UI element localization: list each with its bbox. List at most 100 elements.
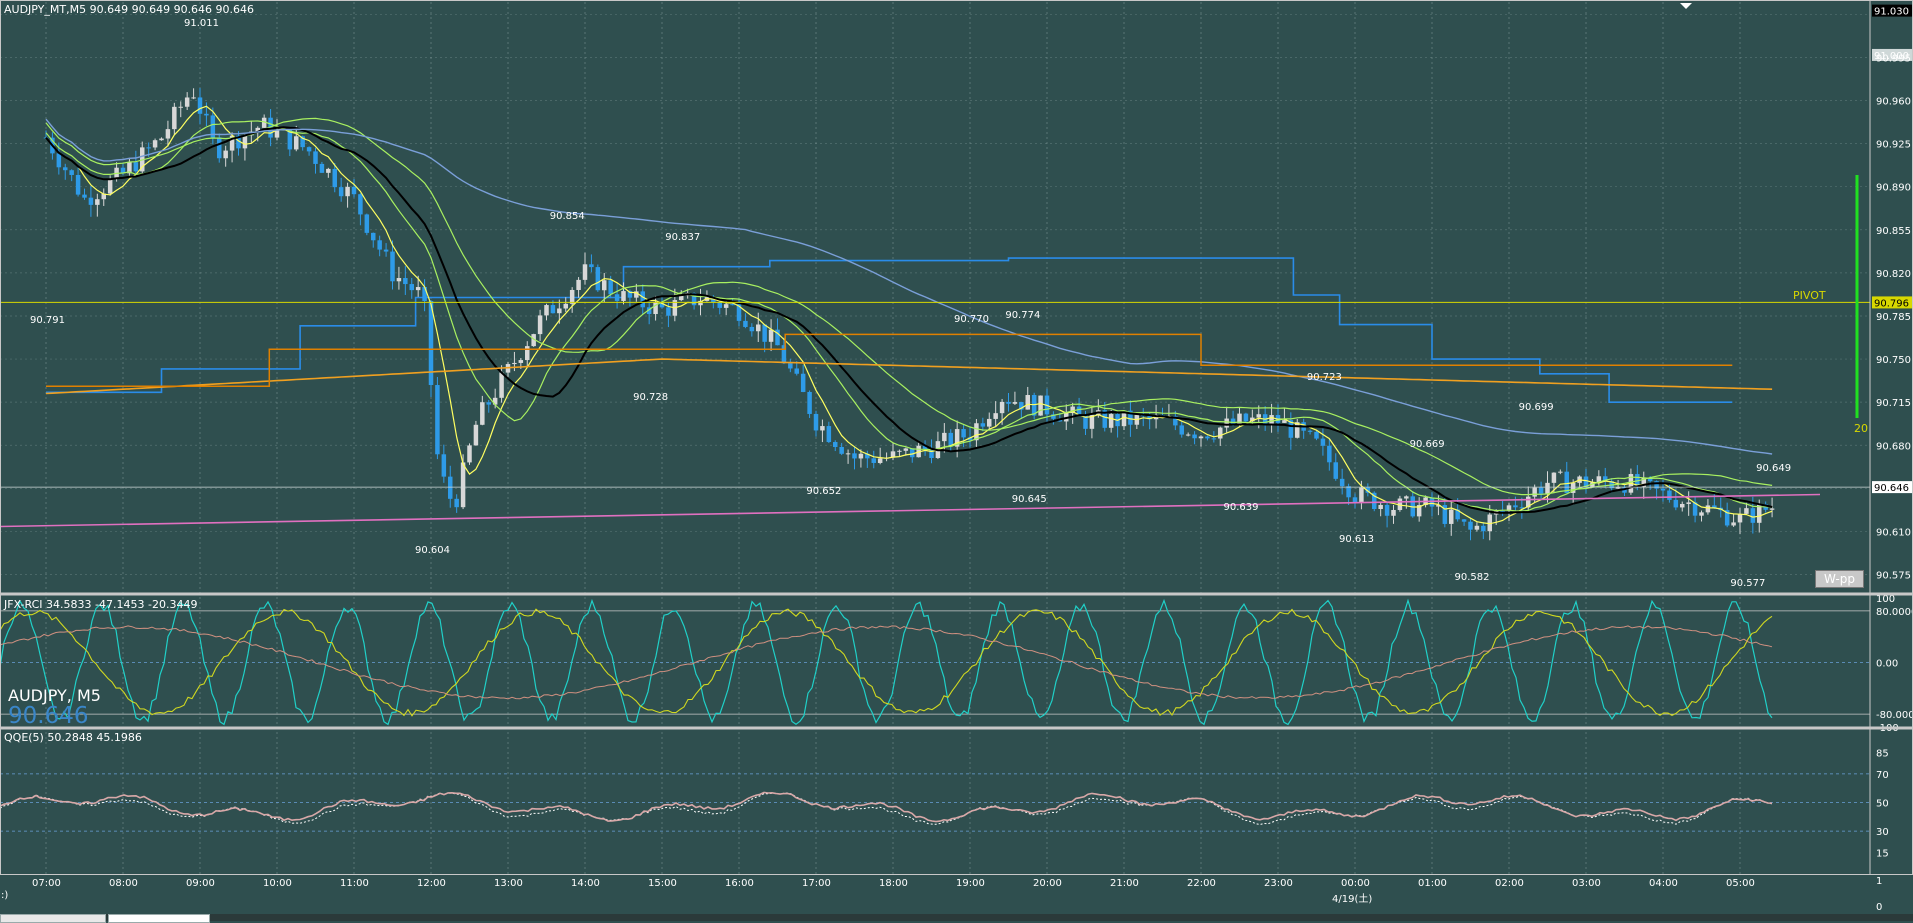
candle-body [557, 308, 562, 314]
candle-body [910, 448, 915, 458]
candle-body [236, 135, 241, 149]
ma-pink-line [0, 493, 1821, 528]
candle-body [653, 302, 658, 315]
candle-body [614, 294, 620, 301]
candle-body [544, 305, 549, 316]
candle-body [1365, 487, 1371, 493]
time-axis-label: 23:00 [1264, 878, 1293, 889]
bottom-axis-label: 0 [1876, 902, 1882, 913]
candle-body [961, 429, 966, 438]
symbol-header: AUDJPY_MT,M5 90.649 90.649 90.646 90.646 [4, 3, 255, 16]
candle-body [75, 174, 81, 195]
candle-body [736, 304, 742, 321]
price-annotation: 90.649 [1756, 463, 1792, 475]
candle-body [1051, 414, 1056, 419]
candle-body [229, 135, 235, 151]
price-annotation: 90.770 [954, 314, 989, 326]
price-axis-label: 90.890 [1876, 183, 1911, 194]
candle-body [274, 129, 280, 138]
candle-body [569, 289, 575, 304]
rci-short-line [0, 598, 1773, 726]
time-axis-label: 08:00 [109, 878, 138, 889]
price-annotation: 90.577 [1730, 578, 1766, 590]
candle-body [1757, 504, 1762, 523]
candle-body [107, 178, 113, 194]
price-annotation: 90.582 [1454, 571, 1490, 583]
candle-body [358, 194, 363, 215]
rci-axis-label: 100 [1876, 594, 1895, 605]
candle-body [1654, 481, 1659, 489]
candle-body [826, 426, 832, 443]
time-axis-label: 13:00 [494, 878, 523, 889]
candle-body [473, 424, 479, 446]
candle-body [1397, 498, 1403, 510]
candle-body [1660, 488, 1666, 491]
candle-body [1352, 497, 1358, 503]
candle-body [127, 162, 132, 174]
price-annotation: 90.837 [665, 231, 701, 243]
candle-body [217, 137, 222, 159]
candle-body [646, 307, 652, 315]
price-annotation: 90.613 [1339, 533, 1374, 545]
candle-body [460, 462, 466, 508]
qqe-header: QQE(5) 50.2848 45.1986 [4, 731, 142, 744]
candle-body [537, 315, 543, 335]
current-price-tag-bg [1872, 481, 1912, 494]
candle-body [178, 106, 183, 108]
candle-body [730, 304, 735, 306]
price-annotation: 90.854 [549, 211, 585, 222]
candle-body [191, 97, 196, 99]
candle-body [1551, 472, 1557, 483]
candle-body [627, 291, 633, 298]
candle-body [1307, 430, 1313, 432]
candle-body [403, 278, 408, 285]
candle-body [897, 450, 902, 452]
time-axis-label: 09:00 [186, 878, 215, 889]
time-axis-label: 18:00 [879, 878, 908, 889]
candle-body [691, 292, 697, 306]
candle-body [775, 329, 780, 346]
candle-body [1372, 492, 1377, 509]
candle-body [1558, 471, 1563, 473]
candle-body [300, 136, 305, 148]
candle-body [903, 448, 909, 451]
price-axis-label: 90.960 [1876, 97, 1911, 108]
candle-body [480, 402, 485, 425]
orange-step-line [46, 333, 1733, 387]
candle-body [518, 360, 524, 363]
price-axis-label: 90.750 [1876, 355, 1911, 366]
top-tag-1: 91.030 [1874, 7, 1909, 18]
candle-body [1692, 502, 1698, 516]
candle-body [723, 304, 729, 308]
price-annotation: 90.791 [30, 314, 65, 326]
candle-body [1288, 420, 1294, 438]
candle-body [1667, 490, 1672, 500]
qqe-axis-label: 30 [1876, 827, 1889, 838]
candle-body [576, 279, 581, 290]
candle-body [1596, 476, 1602, 483]
candle-body [1269, 415, 1274, 424]
w-pp-button[interactable]: W-pp [1815, 570, 1864, 588]
candle-body [1384, 504, 1390, 516]
ma-blue-line [45, 118, 1773, 455]
qqe-signal-line [0, 792, 1773, 826]
candle-body [1474, 525, 1480, 530]
candle-body [1712, 505, 1717, 508]
rci-long-line [0, 625, 1773, 700]
candle-body [608, 280, 613, 295]
time-axis-label: 04:00 [1649, 878, 1678, 889]
candle-body [1545, 482, 1550, 494]
chart-tab-1[interactable] [0, 914, 106, 923]
candle-body [69, 170, 74, 175]
candle-body [435, 385, 440, 455]
candle-body [1455, 509, 1460, 520]
candle-body [1192, 434, 1197, 439]
chart-tab-2[interactable] [108, 914, 210, 923]
ema-yellow-line [45, 105, 1773, 525]
candle-body [364, 214, 370, 233]
pivot-tag: 90.796 [1874, 298, 1909, 309]
candle-body [1339, 478, 1345, 487]
ema-green-line [45, 120, 1773, 512]
